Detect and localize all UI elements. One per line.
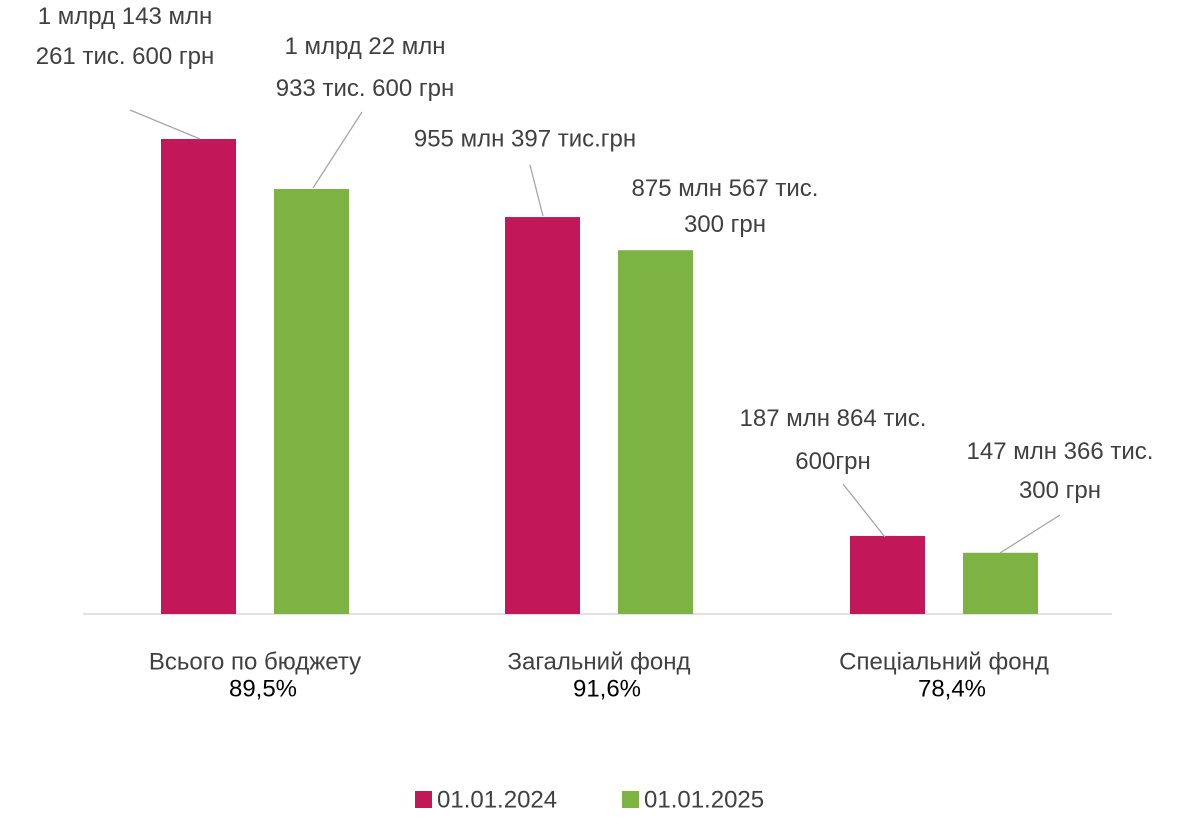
leader-line [129, 109, 201, 140]
category-note: 78,4% [918, 675, 986, 702]
legend-label: 01.01.2025 [644, 786, 764, 812]
value-label: 955 млн 397 тис.грн [414, 125, 636, 152]
value-label: 147 млн 366 тис. 300 грн [967, 438, 1154, 504]
category-note: 91,6% [573, 675, 641, 702]
leader-line [842, 483, 886, 538]
bar [505, 217, 580, 615]
value-label: 875 млн 567 тис. 300 грн [632, 175, 819, 238]
legend-swatch [622, 791, 639, 808]
category-label: Спеціальний фонд [839, 648, 1049, 675]
bar [618, 250, 693, 615]
legend-swatch [415, 791, 432, 808]
value-label: 1 млрд 22 млн 933 тис. 600 грн [276, 33, 455, 102]
leader-line [312, 111, 363, 189]
leader-line [999, 514, 1061, 554]
category-label: Всього по бюджету [149, 648, 361, 675]
bar [274, 188, 349, 614]
bar [850, 535, 925, 614]
bar [963, 552, 1038, 614]
value-label: 1 млрд 143 млн 261 тис. 600 грн [36, 3, 215, 70]
legend-label: 01.01.2024 [437, 786, 557, 812]
category-note: 89,5% [229, 675, 297, 702]
leader-line [529, 164, 544, 217]
bar [161, 139, 236, 614]
category-label: Загальний фонд [507, 648, 690, 675]
value-label: 187 млн 864 тис. 600грн [740, 405, 927, 475]
